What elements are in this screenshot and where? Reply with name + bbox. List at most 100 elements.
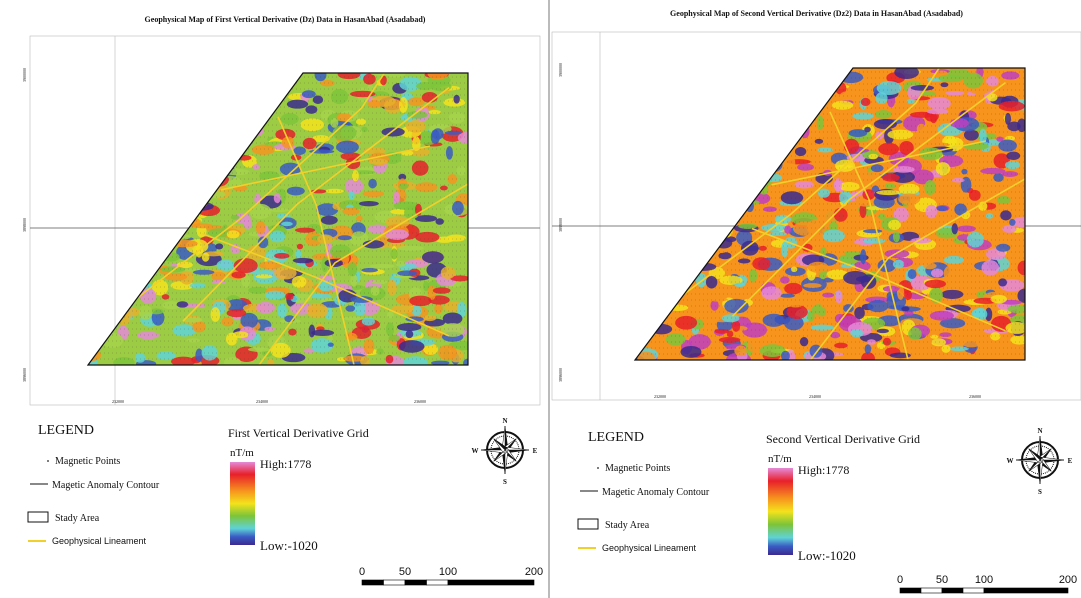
anomaly-blob <box>205 153 212 161</box>
anomaly-blob <box>209 129 216 135</box>
anomaly-blob <box>720 112 740 128</box>
anomaly-blob <box>132 185 152 201</box>
scale-label: 0 <box>359 566 365 578</box>
anomaly-blob <box>331 89 348 104</box>
x-coordinate: 236000 <box>414 399 426 404</box>
anomaly-blob <box>780 276 790 283</box>
anomaly-blob <box>239 120 248 127</box>
area-symbol <box>578 519 598 529</box>
scale-segment <box>900 588 921 593</box>
anomaly-blob <box>640 257 663 266</box>
anomaly-blob <box>129 82 153 88</box>
anomaly-blob <box>715 237 732 248</box>
anomaly-blob <box>338 235 352 240</box>
anomaly-blob <box>422 251 444 263</box>
anomaly-blob <box>217 260 235 271</box>
anomaly-blob <box>118 108 143 112</box>
scale-segment <box>921 588 942 593</box>
anomaly-blob <box>688 176 697 187</box>
anomaly-blob <box>87 85 101 97</box>
anomaly-blob <box>256 302 275 314</box>
anomaly-blob <box>931 338 946 346</box>
anomaly-blob <box>129 211 145 215</box>
anomaly-blob <box>99 146 115 156</box>
anomaly-blob <box>183 81 205 87</box>
anomaly-blob <box>320 80 334 87</box>
anomaly-blob <box>84 249 102 261</box>
anomaly-blob <box>734 346 746 357</box>
anomaly-blob <box>433 287 451 293</box>
anomaly-blob <box>362 317 375 325</box>
anomaly-blob <box>874 119 897 129</box>
anomaly-blob <box>720 223 730 231</box>
anomaly-blob <box>651 286 675 298</box>
anomaly-blob <box>808 262 829 273</box>
anomaly-blob <box>398 183 408 189</box>
anomaly-blob <box>398 246 424 251</box>
anomaly-blob <box>268 73 290 78</box>
legend-item: Magnetic Points <box>55 456 120 467</box>
compass-w: W <box>1007 457 1014 465</box>
compass-s: S <box>1038 488 1042 496</box>
anomaly-blob <box>85 233 105 240</box>
anomaly-blob <box>79 247 104 253</box>
anomaly-blob <box>654 158 667 171</box>
anomaly-blob <box>803 283 821 288</box>
anomaly-blob <box>93 213 106 222</box>
anomaly-blob <box>189 192 204 206</box>
anomaly-blob <box>168 146 177 159</box>
anomaly-blob <box>203 128 221 140</box>
anomaly-blob <box>397 323 421 331</box>
anomaly-blob <box>759 185 769 195</box>
anomaly-blob <box>155 237 169 252</box>
anomaly-blob <box>717 115 725 126</box>
anomaly-blob <box>293 258 313 263</box>
anomaly-blob <box>940 82 948 87</box>
anomaly-blob <box>936 162 950 175</box>
anomaly-blob <box>162 294 170 299</box>
anomaly-blob <box>239 110 247 126</box>
anomaly-blob <box>696 99 715 103</box>
anomaly-blob <box>368 100 381 108</box>
anomaly-blob <box>990 332 1000 340</box>
anomaly-blob <box>650 183 661 199</box>
anomaly-blob <box>227 309 247 317</box>
compass-n: N <box>1037 427 1042 435</box>
anomaly-blob <box>140 253 149 265</box>
anomaly-blob <box>800 82 813 96</box>
anomaly-blob <box>274 253 289 259</box>
anomaly-blob <box>654 83 667 96</box>
anomaly-blob <box>824 75 834 82</box>
anomaly-blob <box>205 113 222 122</box>
color-ramp <box>230 462 255 545</box>
anomaly-blob <box>195 190 207 205</box>
anomaly-blob <box>645 233 667 245</box>
anomaly-blob <box>686 139 699 150</box>
anomaly-blob <box>94 197 112 201</box>
anomaly-blob <box>689 207 705 221</box>
anomaly-blob <box>1001 71 1019 79</box>
anomaly-blob <box>849 129 867 137</box>
anomaly-blob <box>690 125 707 137</box>
anomaly-blob <box>120 191 146 199</box>
anomaly-blob <box>750 117 770 126</box>
anomaly-blob <box>787 71 803 82</box>
compass-e: E <box>533 447 538 455</box>
grid-title: First Vertical Derivative Grid <box>228 426 369 440</box>
anomaly-blob <box>961 169 967 175</box>
anomaly-blob <box>231 272 245 279</box>
anomaly-blob <box>698 222 706 236</box>
map-page: Geophysical Map of First Vertical Deriva… <box>0 0 1081 598</box>
anomaly-blob <box>888 220 901 230</box>
anomaly-blob <box>950 118 969 128</box>
anomaly-blob <box>999 101 1025 112</box>
anomaly-blob <box>86 236 108 248</box>
anomaly-blob <box>660 137 682 152</box>
anomaly-blob <box>143 202 167 214</box>
anomaly-blob <box>110 288 127 294</box>
anomaly-blob <box>695 237 716 245</box>
anomaly-blob <box>336 141 359 154</box>
anomaly-blob <box>441 266 455 279</box>
anomaly-blob <box>638 257 655 267</box>
anomaly-blob <box>924 180 936 195</box>
